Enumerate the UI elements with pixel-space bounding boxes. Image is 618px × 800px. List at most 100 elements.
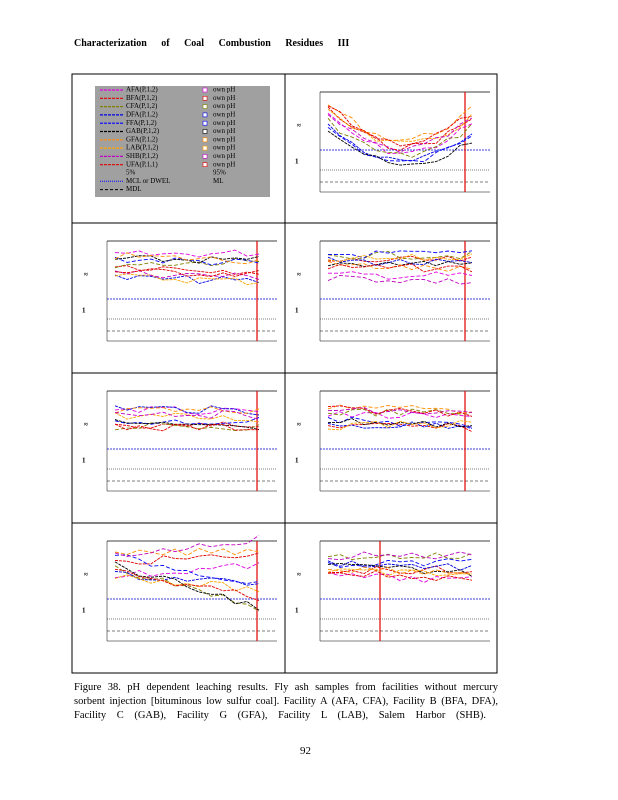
legend-label: GAB(P,1,2): [126, 127, 160, 135]
header-title: Characterization of Coal Combustion Resi…: [74, 38, 350, 49]
legend-marker: [202, 137, 208, 143]
plot-line: [114, 419, 260, 430]
legend-label: own pH: [213, 144, 235, 152]
plot-line: [114, 561, 260, 611]
plot-line: [114, 534, 260, 557]
plot-line: [327, 421, 473, 429]
legend-label: LAB(P,1,2): [126, 144, 159, 152]
plot-line: [328, 565, 473, 575]
axis-glyph: ≈: [297, 271, 301, 279]
plot-line: [327, 408, 473, 417]
plot-line: [114, 405, 260, 416]
legend-label: own pH: [213, 152, 235, 160]
axis-glyph: 1: [82, 607, 86, 615]
axis-glyph: ≈: [84, 421, 88, 429]
plot-line: [327, 127, 473, 163]
caption-line: Figure 38. pH dependent leaching results…: [74, 682, 498, 693]
legend-marker: [202, 145, 208, 151]
plot-line: [327, 253, 473, 263]
legend-label: ML: [213, 177, 224, 185]
plot-line: [327, 406, 473, 415]
legend-label: BFA(P,1,2): [126, 94, 158, 102]
plot-line: [327, 123, 473, 162]
legend-label: DFA(P,1,2): [126, 111, 158, 119]
plot-line: [327, 105, 473, 147]
plot-line: [327, 571, 473, 584]
plot-line: [327, 114, 473, 153]
caption-line: Facility C (GAB), Facility G (GFA), Faci…: [74, 710, 486, 721]
plot-line: [114, 552, 260, 565]
plot-line: [327, 558, 473, 568]
legend-label: own pH: [213, 102, 235, 110]
plot-line: [327, 560, 473, 571]
legend-label: own pH: [213, 94, 235, 102]
plot-line: [114, 547, 260, 557]
plot-line: [327, 117, 473, 158]
legend-label: own pH: [213, 111, 235, 119]
plot-line: [327, 250, 473, 260]
legend-label: MCL or DWEL: [126, 177, 170, 185]
plot-line: [327, 552, 473, 560]
plot-line: [114, 574, 260, 593]
axis-glyph: 1: [82, 307, 86, 315]
plot-line: [114, 406, 260, 415]
legend-marker: [202, 162, 208, 167]
legend-box: [95, 86, 270, 197]
legend-marker: [202, 96, 208, 101]
plot-line: [327, 416, 473, 428]
plot-line: [114, 252, 260, 265]
legend-marker: [202, 120, 208, 126]
legend-marker: [202, 112, 208, 118]
axis-glyph: ≈: [297, 571, 301, 579]
legend-label: FFA(P,1,2): [126, 119, 157, 127]
legend-label: own pH: [213, 160, 235, 168]
plot-line: [327, 420, 473, 431]
axis-glyph: ≈: [84, 571, 88, 579]
legend-label: GFA(P,1,2): [126, 135, 158, 143]
plot-line: [327, 405, 473, 417]
caption-line: sorbent injection [bituminous low sulfur…: [74, 696, 498, 707]
plot-line: [327, 563, 473, 577]
plot-line: [114, 562, 260, 579]
plot-line: [114, 423, 259, 432]
axis-glyph: ≈: [84, 271, 88, 279]
legend-label: own pH: [213, 135, 235, 143]
plot-line: [114, 422, 260, 431]
plot-line: [327, 104, 473, 142]
plots: ≈1 ≈1 ≈1 ≈1 ≈1 ≈1 ≈1: [82, 91, 490, 642]
legend-label: SHB(P,1,2): [126, 152, 159, 160]
plot-line: [327, 106, 473, 151]
plot-line: [327, 256, 473, 266]
plot-line: [328, 271, 473, 280]
legend-marker: [202, 154, 208, 159]
plot-line: [114, 268, 260, 277]
axis-glyph: 1: [295, 158, 299, 166]
legend-marker: [202, 129, 208, 134]
plot-line: [114, 565, 260, 612]
legend: AFA(P,1,2)BFA(P,1,2)CFA(P,1,2)DFA(P,1,2)…: [100, 86, 235, 193]
plot-line: [114, 412, 260, 423]
axis-glyph: ≈: [297, 122, 301, 130]
plot-line: [114, 554, 260, 584]
plot-line: [327, 263, 473, 273]
legend-marker: [202, 104, 208, 109]
figure: AFA(P,1,2)BFA(P,1,2)CFA(P,1,2)DFA(P,1,2)…: [71, 73, 498, 674]
plot-line: [327, 109, 473, 142]
plot-line: [114, 568, 260, 602]
plot-line: [114, 571, 260, 586]
legend-label: 95%: [213, 169, 226, 177]
page-number: 92: [300, 745, 311, 757]
legend-label: own pH: [213, 119, 235, 127]
axis-glyph: ≈: [297, 421, 301, 429]
plot-line: [327, 566, 473, 575]
legend-label: UFA(P,1,1): [126, 160, 158, 168]
plot-line: [114, 258, 260, 269]
plot-line: [327, 570, 473, 581]
legend-label: own pH: [213, 127, 235, 135]
plot-line: [327, 568, 473, 577]
plot-line: [114, 270, 260, 280]
legend-label: own pH: [213, 86, 235, 94]
plot-line: [327, 551, 473, 561]
legend-label: CFA(P,1,2): [126, 102, 158, 110]
